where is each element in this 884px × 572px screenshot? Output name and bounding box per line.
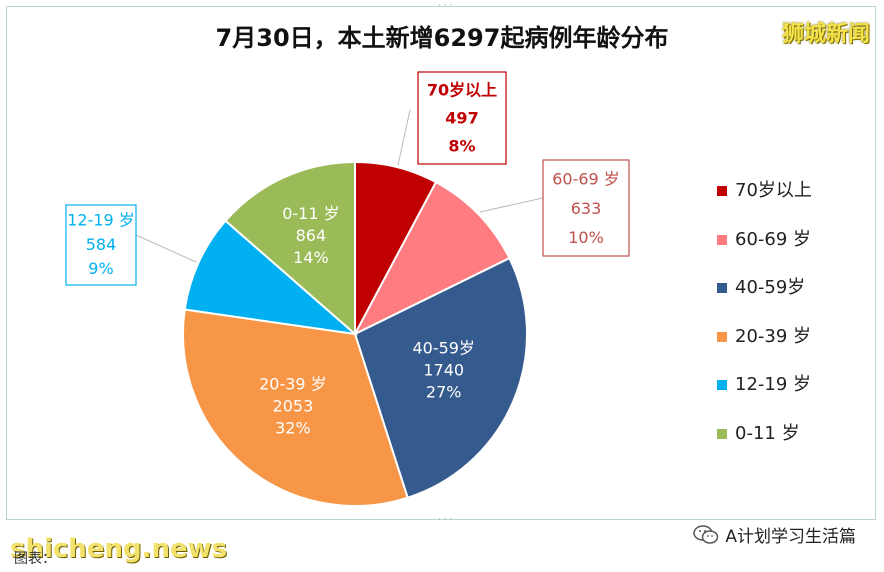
pie-slice: [182, 308, 409, 507]
slice-percent-label: 32%: [275, 419, 311, 438]
legend-label: 40-59岁: [735, 277, 806, 298]
legend-swatch: [717, 331, 727, 342]
legend-label: 70岁以上: [735, 180, 812, 201]
legend-label: 0-11 岁: [735, 422, 800, 444]
chart-legend: 70岁以上 60-69 岁 40-59岁 20-39 岁 12-19 岁 0-11 岁: [717, 180, 812, 471]
legend-item: 0-11 岁: [717, 423, 812, 472]
leader-line: [135, 234, 197, 263]
chart-title: 7月30日，本土新增6297起病例年龄分布: [215, 24, 669, 52]
pie-slice: [224, 160, 356, 337]
slice-percent-label: 9%: [88, 259, 113, 278]
legend-item: 60-69 岁: [717, 229, 812, 278]
slice-percent-label: 14%: [293, 248, 329, 267]
legend-swatch: [717, 380, 727, 390]
chart-frame: [6, 6, 876, 520]
frame-handle: · · ·: [438, 515, 453, 525]
data-label-box: [417, 71, 507, 165]
slice-percent-label: 10%: [568, 228, 604, 247]
legend-item: 70岁以上: [717, 180, 812, 229]
legend-swatch: [717, 428, 727, 439]
pie-slice: [183, 219, 359, 336]
legend-swatch: [717, 283, 727, 293]
slice-value-label: 584: [86, 235, 117, 254]
wechat-account: A计划学习生活篇: [693, 522, 856, 547]
legend-item: 40-59岁: [717, 277, 812, 326]
frame-handle: · · ·: [438, 1, 453, 11]
legend-label: 12-19 岁: [735, 374, 812, 395]
legend-label: 20-39 岁: [735, 325, 812, 347]
slice-value-label: 2053: [273, 397, 314, 416]
legend-item: 12-19 岁: [717, 374, 812, 423]
slice-value-label: 864: [296, 226, 327, 245]
slice-label: 40-59岁: [412, 339, 475, 358]
slice-label: 0-11 岁: [282, 204, 339, 223]
wechat-icon: [693, 524, 719, 544]
legend-label: 60-69 岁: [735, 228, 812, 250]
pie-slice: [352, 180, 511, 337]
caption-text: 图表：: [14, 551, 56, 567]
slice-label: 20-39 岁: [259, 375, 327, 394]
slice-label: 70岁以上: [427, 81, 497, 100]
leader-line: [397, 109, 411, 166]
wechat-account-label: A计划学习生活篇: [725, 527, 856, 547]
legend-item: 20-39 岁: [717, 326, 812, 375]
pie-slice: [353, 256, 528, 499]
slice-value-label: 633: [571, 199, 602, 218]
watermark-text: shicheng.news: [10, 534, 228, 564]
leader-line: [479, 197, 544, 213]
slice-label: 60-69 岁: [552, 170, 620, 189]
legend-swatch: [717, 234, 727, 245]
data-label-box: [542, 159, 630, 257]
slice-value-label: 1740: [423, 361, 464, 380]
slice-percent-label: 8%: [448, 136, 475, 155]
data-label-box: [65, 204, 137, 286]
slice-value-label: 497: [445, 109, 478, 128]
slice-percent-label: 27%: [426, 383, 462, 402]
legend-swatch: [717, 186, 727, 196]
brand-logo: 狮城新闻: [781, 22, 870, 47]
slice-label: 12-19 岁: [67, 211, 135, 230]
